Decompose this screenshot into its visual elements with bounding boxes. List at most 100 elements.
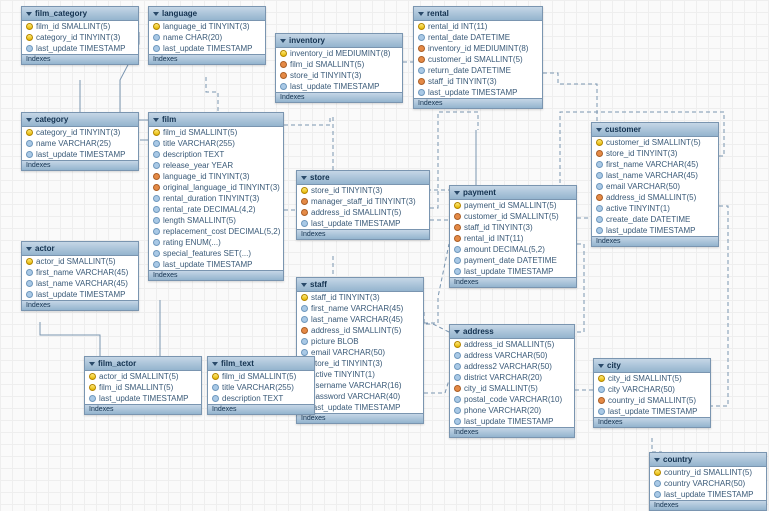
column-row[interactable]: picture BLOB [297,336,423,347]
column-row[interactable]: release_year YEAR [149,160,283,171]
column-row[interactable]: inventory_id MEDIUMINT(8) [414,43,542,54]
table-film_text[interactable]: film_textfilm_id SMALLINT(5)title VARCHA… [207,356,315,415]
indexes-footer[interactable]: Indexes [650,500,766,510]
table-header[interactable]: staff [297,278,423,292]
column-row[interactable]: language_id TINYINT(3) [149,21,265,32]
column-row[interactable]: last_update TIMESTAMP [85,393,201,404]
column-row[interactable]: first_name VARCHAR(45) [592,159,718,170]
column-row[interactable]: address_id SMALLINT(5) [450,339,574,350]
indexes-footer[interactable]: Indexes [450,277,576,287]
table-film_actor[interactable]: film_actoractor_id SMALLINT(5)film_id SM… [84,356,202,415]
column-row[interactable]: country VARCHAR(50) [650,478,766,489]
table-store[interactable]: storestore_id TINYINT(3)manager_staff_id… [296,170,430,240]
column-row[interactable]: city_id SMALLINT(5) [594,373,710,384]
indexes-footer[interactable]: Indexes [22,160,138,170]
table-header[interactable]: film [149,113,283,127]
column-row[interactable]: district VARCHAR(20) [450,372,574,383]
column-row[interactable]: rental_id INT(11) [414,21,542,32]
indexes-footer[interactable]: Indexes [297,229,429,239]
table-country[interactable]: countrycountry_id SMALLINT(5)country VAR… [649,452,767,511]
column-row[interactable]: username VARCHAR(16) [297,380,423,391]
column-row[interactable]: last_update TIMESTAMP [149,43,265,54]
column-row[interactable]: category_id TINYINT(3) [22,32,138,43]
column-row[interactable]: last_update TIMESTAMP [297,218,429,229]
table-staff[interactable]: staffstaff_id TINYINT(3)first_name VARCH… [296,277,424,424]
column-row[interactable]: address_id SMALLINT(5) [297,207,429,218]
column-row[interactable]: address2 VARCHAR(50) [450,361,574,372]
column-row[interactable]: address_id SMALLINT(5) [297,325,423,336]
table-category[interactable]: categorycategory_id TINYINT(3)name VARCH… [21,112,139,171]
column-row[interactable]: city VARCHAR(50) [594,384,710,395]
column-row[interactable]: description TEXT [208,393,314,404]
column-row[interactable]: phone VARCHAR(20) [450,405,574,416]
column-row[interactable]: film_id SMALLINT(5) [208,371,314,382]
table-header[interactable]: customer [592,123,718,137]
table-header[interactable]: city [594,359,710,373]
table-customer[interactable]: customercustomer_id SMALLINT(5)store_id … [591,122,719,247]
column-row[interactable]: film_id SMALLINT(5) [149,127,283,138]
column-row[interactable]: special_features SET(...) [149,248,283,259]
column-row[interactable]: staff_id TINYINT(3) [414,76,542,87]
table-film[interactable]: filmfilm_id SMALLINT(5)title VARCHAR(255… [148,112,284,281]
indexes-footer[interactable]: Indexes [276,92,402,102]
table-header[interactable]: rental [414,7,542,21]
table-address[interactable]: addressaddress_id SMALLINT(5)address VAR… [449,324,575,438]
column-row[interactable]: actor_id SMALLINT(5) [22,256,138,267]
column-row[interactable]: last_name VARCHAR(45) [22,278,138,289]
table-header[interactable]: store [297,171,429,185]
column-row[interactable]: replacement_cost DECIMAL(5,2) [149,226,283,237]
table-header[interactable]: film_category [22,7,138,21]
table-inventory[interactable]: inventoryinventory_id MEDIUMINT(8)film_i… [275,33,403,103]
table-header[interactable]: film_text [208,357,314,371]
column-row[interactable]: rental_duration TINYINT(3) [149,193,283,204]
column-row[interactable]: last_update TIMESTAMP [650,489,766,500]
indexes-footer[interactable]: Indexes [297,413,423,423]
column-row[interactable]: city_id SMALLINT(5) [450,383,574,394]
column-row[interactable]: customer_id SMALLINT(5) [450,211,576,222]
column-row[interactable]: last_name VARCHAR(45) [297,314,423,325]
column-row[interactable]: last_name VARCHAR(45) [592,170,718,181]
table-rental[interactable]: rentalrental_id INT(11)rental_date DATET… [413,6,543,109]
column-row[interactable]: email VARCHAR(50) [297,347,423,358]
indexes-footer[interactable]: Indexes [594,417,710,427]
table-header[interactable]: address [450,325,574,339]
column-row[interactable]: active TINYINT(1) [297,369,423,380]
column-row[interactable]: last_update TIMESTAMP [592,225,718,236]
column-row[interactable]: language_id TINYINT(3) [149,171,283,182]
column-row[interactable]: customer_id SMALLINT(5) [414,54,542,65]
column-row[interactable]: category_id TINYINT(3) [22,127,138,138]
column-row[interactable]: payment_date DATETIME [450,255,576,266]
column-row[interactable]: return_date DATETIME [414,65,542,76]
column-row[interactable]: manager_staff_id TINYINT(3) [297,196,429,207]
indexes-footer[interactable]: Indexes [149,54,265,64]
table-payment[interactable]: paymentpayment_id SMALLINT(5)customer_id… [449,185,577,288]
indexes-footer[interactable]: Indexes [208,404,314,414]
table-language[interactable]: languagelanguage_id TINYINT(3)name CHAR(… [148,6,266,65]
column-row[interactable]: store_id TINYINT(3) [297,185,429,196]
column-row[interactable]: store_id TINYINT(3) [276,70,402,81]
column-row[interactable]: name VARCHAR(25) [22,138,138,149]
column-row[interactable]: rental_date DATETIME [414,32,542,43]
column-row[interactable]: last_update TIMESTAMP [22,149,138,160]
column-row[interactable]: last_update TIMESTAMP [22,43,138,54]
column-row[interactable]: rental_rate DECIMAL(4,2) [149,204,283,215]
column-row[interactable]: customer_id SMALLINT(5) [592,137,718,148]
table-film_category[interactable]: film_categoryfilm_id SMALLINT(5)category… [21,6,139,65]
column-row[interactable]: last_update TIMESTAMP [414,87,542,98]
indexes-footer[interactable]: Indexes [149,270,283,280]
table-actor[interactable]: actoractor_id SMALLINT(5)first_name VARC… [21,241,139,311]
column-row[interactable]: last_update TIMESTAMP [450,266,576,277]
table-header[interactable]: payment [450,186,576,200]
column-row[interactable]: film_id SMALLINT(5) [22,21,138,32]
column-row[interactable]: last_update TIMESTAMP [594,406,710,417]
column-row[interactable]: title VARCHAR(255) [149,138,283,149]
column-row[interactable]: film_id SMALLINT(5) [276,59,402,70]
column-row[interactable]: active TINYINT(1) [592,203,718,214]
table-header[interactable]: category [22,113,138,127]
column-row[interactable]: last_update TIMESTAMP [450,416,574,427]
column-row[interactable]: last_update TIMESTAMP [297,402,423,413]
column-row[interactable]: length SMALLINT(5) [149,215,283,226]
indexes-footer[interactable]: Indexes [450,427,574,437]
column-row[interactable]: payment_id SMALLINT(5) [450,200,576,211]
column-row[interactable]: email VARCHAR(50) [592,181,718,192]
